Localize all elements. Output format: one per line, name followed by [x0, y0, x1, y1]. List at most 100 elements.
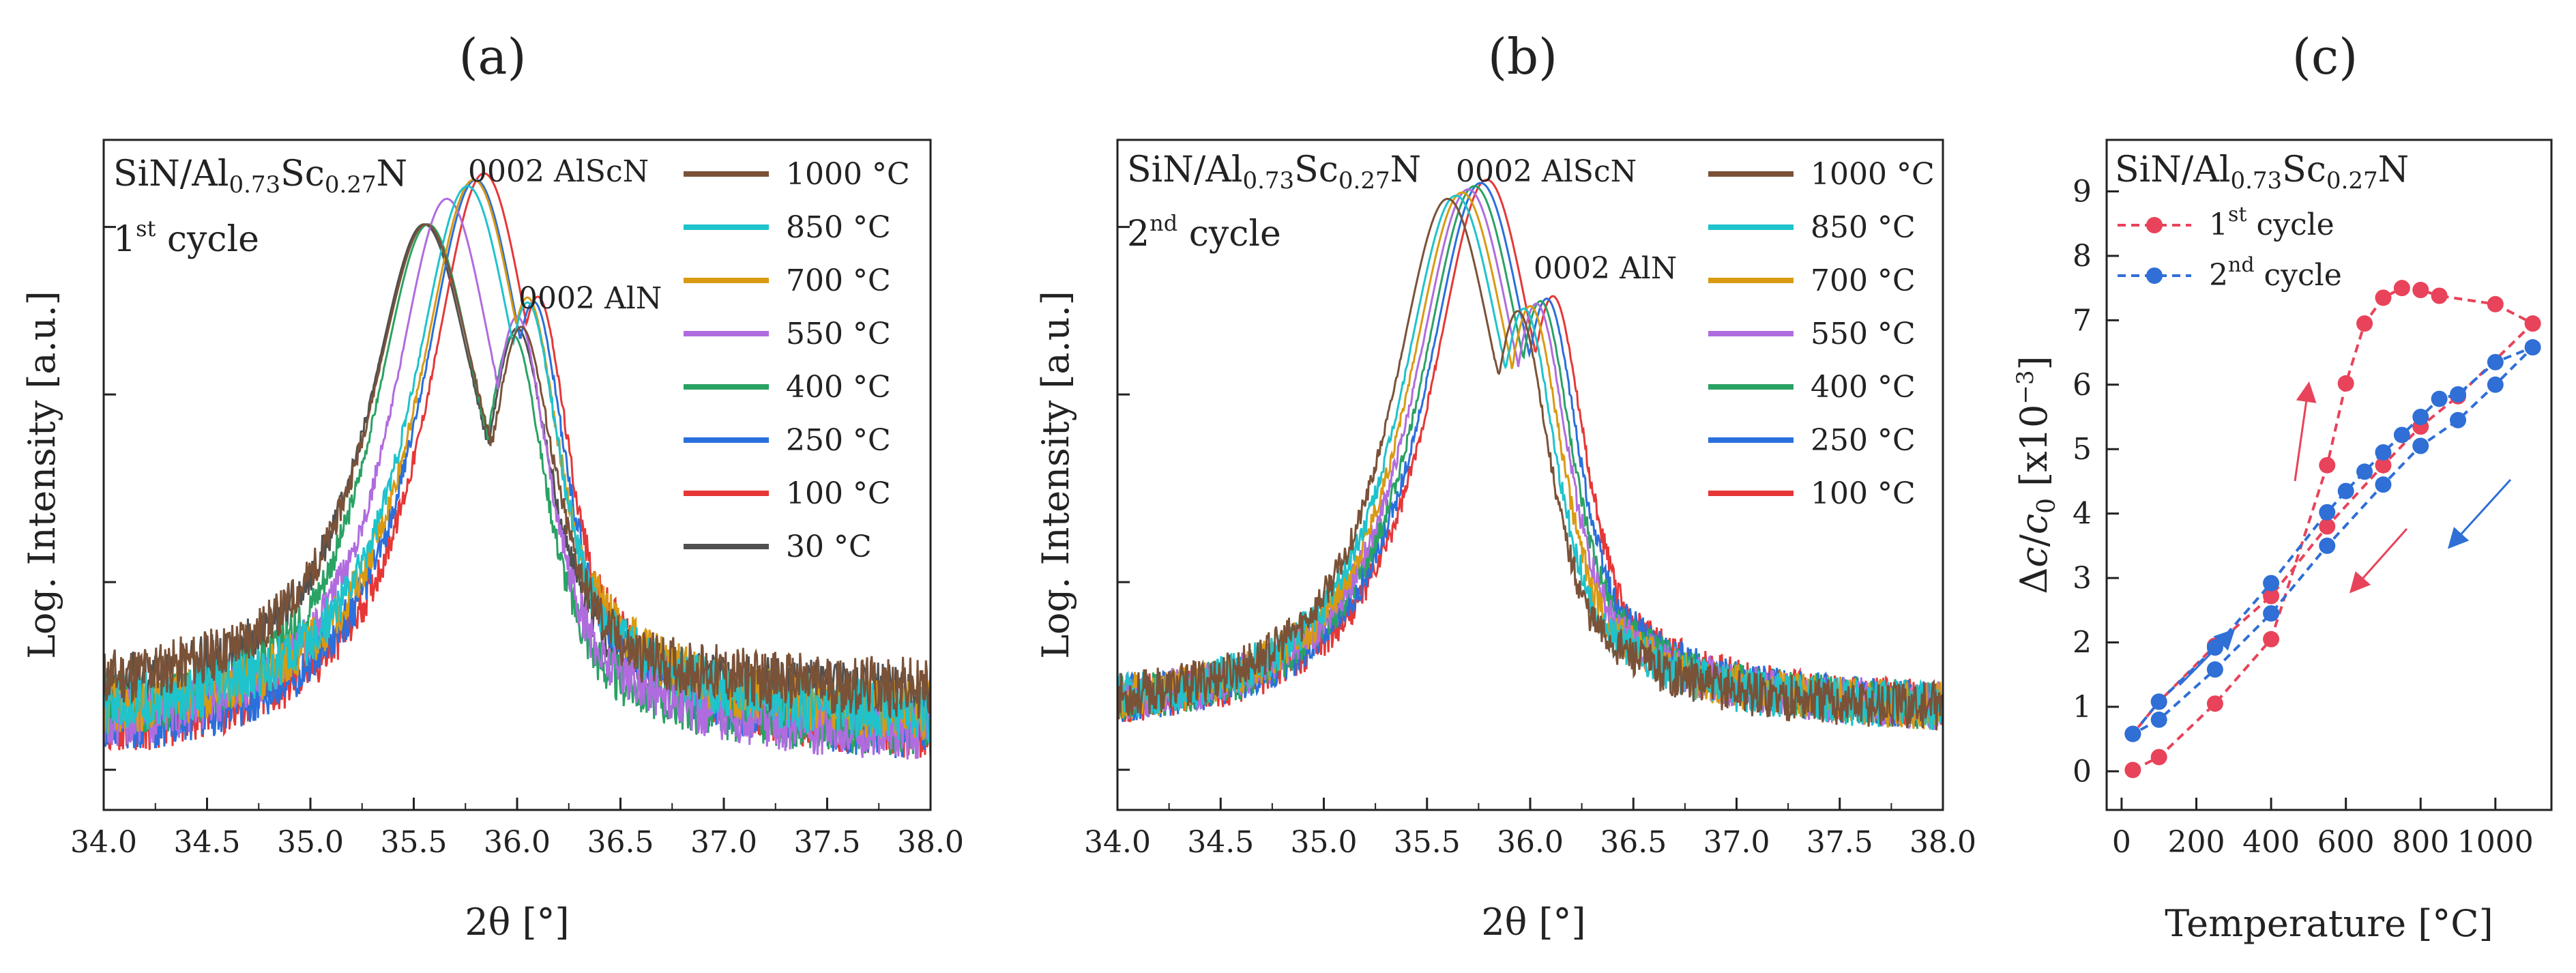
x-tick-label: 37.5: [794, 825, 861, 860]
data-point: [2263, 630, 2280, 648]
x-tick-label: 38.0: [1909, 825, 1976, 860]
data-point: [2375, 456, 2392, 474]
panel-a-cycle-label: 1st cycle: [113, 216, 259, 260]
panel-a-x-label: 2θ [°]: [465, 901, 569, 944]
series-line: [2131, 346, 2534, 736]
data-point: [2393, 280, 2410, 297]
data-point: [2150, 711, 2167, 728]
data-point: [2356, 463, 2373, 480]
direction-arrow: [2350, 528, 2408, 594]
panel-c-y-label: Δc/c0 [x10−3]: [2012, 355, 2061, 594]
legend-label: 550 °C: [1811, 317, 1916, 351]
legend-label: 400 °C: [1811, 370, 1916, 405]
data-point: [2263, 605, 2280, 622]
direction-arrow: [2294, 381, 2317, 482]
legend-label-cycle1: 1st cycle: [2209, 203, 2334, 242]
data-point: [2356, 315, 2373, 332]
legend-label: 850 °C: [1811, 210, 1916, 245]
sample-suffix: N: [377, 154, 408, 194]
y-tick-label: 6: [2073, 368, 2092, 403]
data-point: [2487, 353, 2504, 371]
panel-b-letter: (b): [1488, 28, 1557, 85]
legend-label: 250 °C: [1811, 423, 1916, 458]
legend-label-cycle2: 2nd cycle: [2209, 253, 2342, 293]
y-tick-label: 9: [2073, 175, 2092, 209]
x-tick-label: 35.0: [277, 825, 344, 860]
sample-al-sub: 0.73: [2230, 167, 2282, 194]
legend-marker-cycle2: [2146, 267, 2163, 284]
legend-label: 700 °C: [1811, 263, 1916, 298]
sample-prefix: SiN/Al: [1127, 149, 1242, 190]
cycle-num: 2: [2209, 258, 2228, 293]
y-tick-label: 7: [2073, 303, 2092, 338]
x-tick-label: 37.0: [690, 825, 757, 860]
data-point: [2206, 639, 2223, 656]
legend-label: 1000 °C: [786, 157, 910, 192]
panel-a-letter: (a): [458, 28, 526, 85]
ylabel-c: c: [2012, 547, 2055, 567]
cycle-num: 1: [2209, 207, 2228, 242]
ylabel-units: [x10: [2012, 405, 2055, 498]
panel-b-cycle-label: 2nd cycle: [1127, 210, 1281, 255]
ylabel-c0: c: [2012, 514, 2055, 534]
panel-b: (b) 34.0 34.5 35.0 35.5 36.0 36.5 37.0 37.5 38.0…: [1034, 28, 1976, 944]
y-tick-label: 3: [2073, 561, 2092, 596]
sample-suffix: N: [1390, 149, 1422, 190]
x-tick-label: 36.5: [587, 825, 654, 860]
data-point: [2393, 426, 2410, 444]
data-point: [2375, 289, 2392, 306]
x-tick-label: 0: [2112, 825, 2131, 860]
x-tick-label: 36.0: [1497, 825, 1564, 860]
cycle-num: 1: [113, 219, 136, 260]
panel-b-y-label: Log. Intensity [a.u.]: [1034, 291, 1077, 659]
panel-c-arrows: [2178, 381, 2512, 686]
data-point: [2412, 437, 2429, 454]
data-point: [2524, 339, 2541, 356]
cycle-word: cycle: [2246, 207, 2334, 242]
panel-c-sample-label: SiN/Al0.73Sc0.27N: [2115, 149, 2409, 194]
x-tick-label: 400: [2242, 825, 2300, 860]
panel-a-anno-aln: 0002 AlN: [518, 281, 662, 316]
x-tick-label: 800: [2392, 825, 2449, 860]
panel-c-y-ticks: 0 1 2 3 4 5 6 7 8 9: [2073, 175, 2119, 789]
legend-label: 700 °C: [786, 263, 891, 298]
data-point: [2524, 315, 2541, 332]
sample-prefix: SiN/Al: [2115, 149, 2230, 190]
data-point: [2375, 476, 2392, 493]
x-tick-label: 36.0: [484, 825, 551, 860]
x-tick-label: 1000: [2457, 825, 2534, 860]
sample-mid: Sc: [280, 154, 325, 194]
panel-b-x-ticks: 34.0 34.5 35.0 35.5 36.0 36.5 37.0 37.5 38.0: [1084, 798, 1976, 860]
panel-b-curves: [1116, 178, 1944, 731]
data-point: [2450, 386, 2467, 403]
x-tick-label: 35.5: [1394, 825, 1461, 860]
panel-c-letter: (c): [2292, 28, 2358, 85]
panel-c: (c) 0 200 400 600 800 1000 0 1 2 3 4 5 6 7 8 9 Tempera…: [2012, 28, 2553, 945]
x-tick-label: 37.5: [1806, 825, 1873, 860]
data-point: [2124, 725, 2141, 742]
sample-suffix: N: [2378, 149, 2410, 190]
data-point: [2263, 575, 2280, 592]
ylabel-slash: /: [2012, 534, 2055, 547]
ylabel-delta: Δ: [2012, 568, 2055, 594]
data-point: [2487, 376, 2504, 393]
legend-label: 30 °C: [786, 529, 872, 564]
ylabel-exp: −3: [2012, 370, 2039, 404]
cycle-word: cycle: [2255, 258, 2342, 293]
panel-b-anno-alscn: 0002 AlScN: [1456, 154, 1637, 189]
legend-label: 550 °C: [786, 317, 891, 351]
x-tick-label: 37.0: [1703, 825, 1770, 860]
legend-label: 400 °C: [786, 370, 891, 405]
panel-a-anno-alscn: 0002 AlScN: [468, 154, 649, 189]
data-point: [2431, 287, 2448, 304]
x-tick-label: 34.5: [174, 825, 241, 860]
data-point: [2337, 375, 2354, 392]
panel-a-sample-label: SiN/Al0.73Sc0.27N: [113, 154, 407, 199]
data-point: [2375, 444, 2392, 461]
panel-c-legend: 1st cycle 2nd cycle: [2118, 203, 2342, 293]
panel-a-x-ticks: 34.0 34.5 35.0 35.5 36.0 36.5 37.0 37.5 38.0: [70, 798, 964, 860]
panel-b-sample-label: SiN/Al0.73Sc0.27N: [1127, 149, 1421, 194]
data-point: [2263, 587, 2280, 605]
x-tick-label: 35.5: [381, 825, 448, 860]
